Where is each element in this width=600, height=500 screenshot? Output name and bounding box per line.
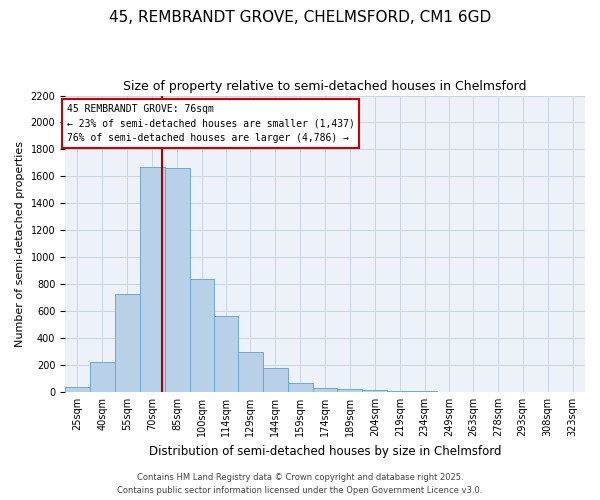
Bar bbox=[140, 167, 165, 392]
Text: 45 REMBRANDT GROVE: 76sqm
← 23% of semi-detached houses are smaller (1,437)
76% : 45 REMBRANDT GROVE: 76sqm ← 23% of semi-… bbox=[67, 104, 355, 143]
Bar bbox=[115, 294, 140, 392]
Bar bbox=[65, 386, 90, 392]
X-axis label: Distribution of semi-detached houses by size in Chelmsford: Distribution of semi-detached houses by … bbox=[149, 444, 501, 458]
Text: 45, REMBRANDT GROVE, CHELMSFORD, CM1 6GD: 45, REMBRANDT GROVE, CHELMSFORD, CM1 6GD bbox=[109, 10, 491, 25]
Text: Contains HM Land Registry data © Crown copyright and database right 2025.
Contai: Contains HM Land Registry data © Crown c… bbox=[118, 474, 482, 495]
Bar bbox=[165, 168, 190, 392]
Bar bbox=[287, 382, 313, 392]
Bar bbox=[90, 362, 115, 392]
Bar bbox=[214, 316, 238, 392]
Bar bbox=[263, 368, 287, 392]
Title: Size of property relative to semi-detached houses in Chelmsford: Size of property relative to semi-detach… bbox=[123, 80, 527, 93]
Bar bbox=[190, 279, 214, 392]
Bar bbox=[362, 390, 388, 392]
Bar bbox=[337, 389, 362, 392]
Y-axis label: Number of semi-detached properties: Number of semi-detached properties bbox=[15, 140, 25, 346]
Bar bbox=[238, 352, 263, 392]
Bar bbox=[313, 388, 337, 392]
